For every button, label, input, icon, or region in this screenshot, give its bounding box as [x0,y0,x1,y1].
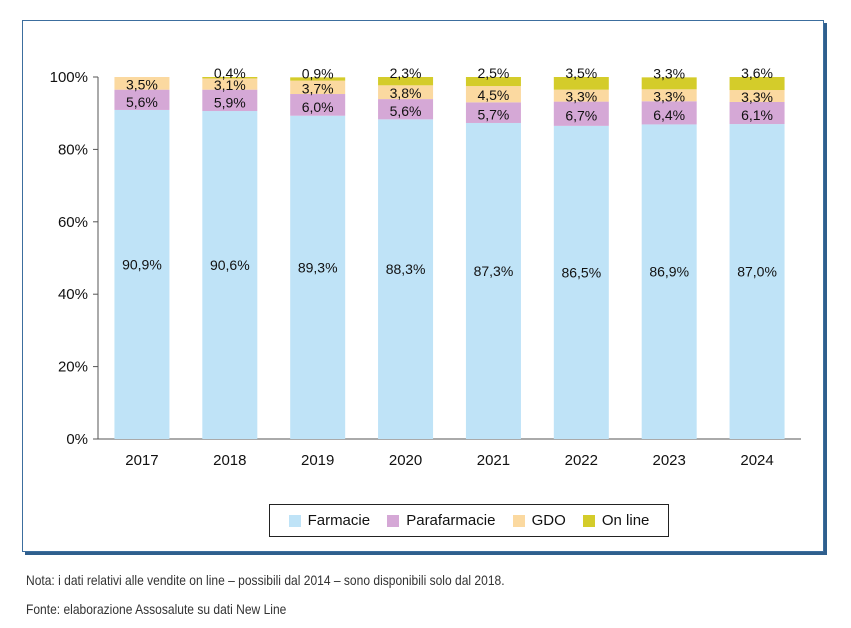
data-label: 3,6% [741,65,773,81]
bar-segment [641,89,697,102]
data-label: 5,6% [390,103,422,119]
data-label: 3,5% [565,65,597,81]
data-label: 87,3% [474,263,514,279]
source-text: Fonte: elaborazione Assosalute su dati N… [26,601,287,617]
bar-segment [114,77,170,90]
data-label: 0,9% [302,65,334,81]
legend-swatch [512,514,525,527]
bar-segment [729,124,785,439]
bar-segment [378,99,434,120]
x-tick-label: 2024 [740,452,773,469]
data-label: 89,3% [298,259,338,275]
legend-swatch [288,514,301,527]
bar-segment [290,80,346,95]
data-label: 5,9% [214,94,246,110]
bar-segment [729,101,785,125]
data-label: 6,1% [741,107,773,123]
data-label: 3,8% [390,85,422,101]
legend-label: GDO [531,512,566,529]
chart-frame: 0% 20% 40% 60% 80% 100% 90,9% 5,6% 3,5% 2017 90,6%… [22,20,824,552]
bar-segment [202,77,258,79]
y-tick-label: 40% [58,286,88,303]
x-tick-label: 2017 [125,452,158,469]
data-label: 5,6% [126,94,158,110]
data-label: 2,5% [477,65,509,81]
data-label: 0,4% [214,65,246,81]
y-tick-label: 80% [58,141,88,158]
bar-segment [378,119,434,439]
data-label: 3,7% [302,80,334,96]
x-tick-label: 2019 [301,452,334,469]
data-label: 3,3% [565,89,597,105]
bar-segment [641,77,697,90]
y-tick-label: 0% [66,431,88,448]
data-label: 88,3% [386,261,426,277]
chart-legend: Farmacie Parafarmacie GDO On line [269,504,669,537]
bar-segment [202,78,258,90]
data-label: 3,3% [741,89,773,105]
bar-segment [114,89,170,110]
legend-label: On line [601,512,650,529]
bar-segment [465,102,521,123]
data-label: 5,7% [477,107,509,123]
data-label: 6,4% [653,107,685,123]
note-text: Nota: i dati relativi alle vendite on li… [26,572,505,588]
bar-segment [202,89,258,112]
bar-segment [729,90,785,102]
data-label: 4,5% [477,87,509,103]
x-tick-label: 2020 [389,452,422,469]
data-label: 3,3% [653,65,685,81]
bar-segment [465,122,521,439]
legend-label: Farmacie [307,512,371,529]
data-label: 2,3% [390,65,422,81]
legend-swatch [387,514,400,527]
legend-label: Parafarmacie [406,512,496,529]
data-label: 3,5% [126,76,158,92]
bar-segment [202,111,258,439]
legend-item: Farmacie [288,512,371,529]
x-tick-label: 2018 [213,452,246,469]
data-label: 3,3% [653,88,685,104]
data-label: 6,7% [565,108,597,124]
y-tick-label: 60% [58,214,88,231]
y-tick-label: 100% [50,69,88,86]
bar-segment [465,77,521,87]
bar-segment [553,89,609,102]
x-tick-label: 2022 [565,452,598,469]
bar-segment [729,77,785,91]
data-label: 6,0% [302,99,334,115]
bar-segment [641,101,697,125]
bar-segment [553,125,609,440]
legend-swatch [582,514,595,527]
data-label: 3,1% [214,77,246,93]
x-tick-label: 2023 [653,452,686,469]
data-label: 90,9% [122,256,162,272]
data-label: 90,6% [210,257,250,273]
bar-segment [553,101,609,126]
legend-item: GDO [512,512,566,529]
bar-segment [290,77,346,81]
data-label: 86,9% [649,264,689,280]
stacked-bar-chart: 0% 20% 40% 60% 80% 100% 90,9% 5,6% 3,5% 2017 90,6%… [50,65,801,469]
data-label: 86,5% [561,264,601,280]
bar-segment [553,77,609,90]
legend-item: Parafarmacie [387,512,495,529]
bar-segment [641,124,697,439]
y-tick-label: 20% [58,359,88,376]
bar-segment [290,94,346,116]
bar-segment [114,109,170,439]
bar-segment [378,85,434,100]
legend-item: On line [582,512,650,529]
x-tick-label: 2021 [477,452,510,469]
bar-segment [290,115,346,439]
bar-segment [465,86,521,103]
data-label: 87,0% [737,264,777,280]
bar-segment [378,77,434,86]
